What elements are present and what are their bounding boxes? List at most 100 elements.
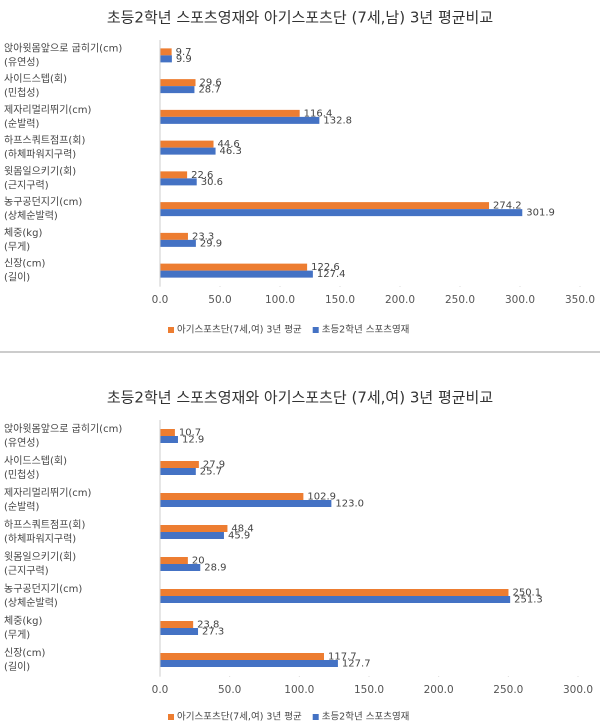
data-label: 274.2 [493,201,522,212]
data-label: 116.4 [304,108,333,119]
bar [160,653,324,660]
x-tick-label: 0.0 [152,294,169,306]
bar [160,79,196,87]
bar [160,429,175,436]
x-tick-label: 150.0 [354,684,384,696]
category-label: (상체순발력) [4,210,58,222]
category-label: 신장(cm) [4,258,46,270]
data-label: 9.7 [176,47,192,58]
data-label: 250.1 [512,588,541,599]
category-label: (유연성) [4,56,40,68]
x-tick-label: 0.0 [152,684,169,696]
data-label: 29.9 [200,238,222,249]
data-label: 44.6 [218,139,240,150]
x-tick-label: 350.0 [565,294,595,306]
bar [160,140,214,148]
data-label: 9.9 [176,54,192,65]
x-tick-label: 200.0 [385,294,415,306]
category-label: 하프스쿼트점프(회) [4,518,86,531]
legend-label: 초등2학년 스포츠영재 [322,325,410,336]
bar [160,171,188,179]
bar [160,525,228,532]
category-label: 농구공던지기(cm) [4,196,82,208]
data-label: 10.7 [179,428,201,439]
legend-label: 아기스포츠단(7세,여) 3년 평균 [177,711,302,723]
category-label: (순발력) [4,118,40,130]
data-label: 23.3 [192,231,214,242]
bar [160,147,216,155]
category-label: 농구공던지기(cm) [4,583,82,595]
bar [160,86,195,94]
bar [160,557,188,564]
bar [160,270,313,278]
data-label: 102.9 [307,492,336,503]
bar [160,493,304,500]
category-label: (유연성) [4,437,40,449]
category-label: 제자리멀리뛰기(cm) [4,486,92,499]
bar [160,461,199,468]
x-tick-label: 250.0 [493,684,523,696]
legend-swatch [168,714,174,720]
chart-title: 초등2학년 스포츠영재와 아기스포츠단 (7세,남) 3년 평균비교 [107,9,493,27]
bar [160,589,509,596]
category-label: 하프스쿼트점프(회) [4,134,86,147]
category-label: 제자리멀리뛰기(cm) [4,103,92,116]
data-label: 27.3 [202,627,224,638]
category-label: 앉아윗몸앞으로 굽히기(cm) [4,423,122,435]
bar [160,621,194,628]
category-label: 체중(kg) [4,227,42,239]
bar [160,564,201,571]
bar [160,468,196,475]
bar [160,596,511,603]
data-label: 123.0 [335,499,364,510]
bar [160,239,196,247]
x-tick-label: 200.0 [424,684,454,696]
category-label: (민첩성) [4,469,40,481]
data-label: 45.9 [228,531,250,542]
category-label: (순발력) [4,501,40,513]
category-label: (길이) [4,660,30,673]
category-label: (길이) [4,271,30,284]
x-tick-label: 100.0 [265,294,295,306]
data-label: 48.4 [231,524,253,535]
legend-swatch [312,714,319,720]
category-label: (무게) [4,241,30,253]
legend-swatch [312,327,319,333]
category-label: (민첩성) [4,87,40,99]
x-tick-label: 250.0 [445,294,475,306]
data-label: 12.9 [182,435,204,446]
bar [160,532,224,539]
category-label: (하체파워지구력) [4,148,76,161]
bar [160,209,523,217]
data-label: 27.9 [203,460,225,471]
bar [160,263,308,271]
x-tick-label: 50.0 [208,294,231,306]
category-label: 사이드스텝(회) [4,73,67,85]
bar [160,628,199,635]
bar [160,500,332,507]
data-label: 127.4 [317,269,346,280]
legend-label: 초등2학년 스포츠영재 [322,712,410,723]
bar [160,202,490,210]
bar [160,116,320,124]
x-tick-label: 100.0 [284,684,314,696]
category-label: 신장(cm) [4,647,46,659]
data-label: 117.7 [328,652,357,663]
bar [160,48,172,56]
data-label: 127.7 [342,659,371,670]
data-label: 46.3 [220,146,242,157]
bar [160,55,172,63]
chart-title: 초등2학년 스포츠영재와 아기스포츠단 (7세,여) 3년 평균비교 [107,389,493,407]
data-label: 30.6 [201,177,223,188]
bar [160,660,338,667]
category-label: (무게) [4,629,30,641]
data-label: 28.7 [198,85,220,96]
data-label: 23.8 [197,620,219,631]
data-label: 22.6 [191,170,213,181]
data-label: 29.6 [200,78,222,89]
bar [160,109,300,117]
data-label: 28.9 [204,563,226,574]
category-label: (근지구력) [4,179,49,191]
category-label: 앉아윗몸앞으로 굽히기(cm) [4,42,122,54]
